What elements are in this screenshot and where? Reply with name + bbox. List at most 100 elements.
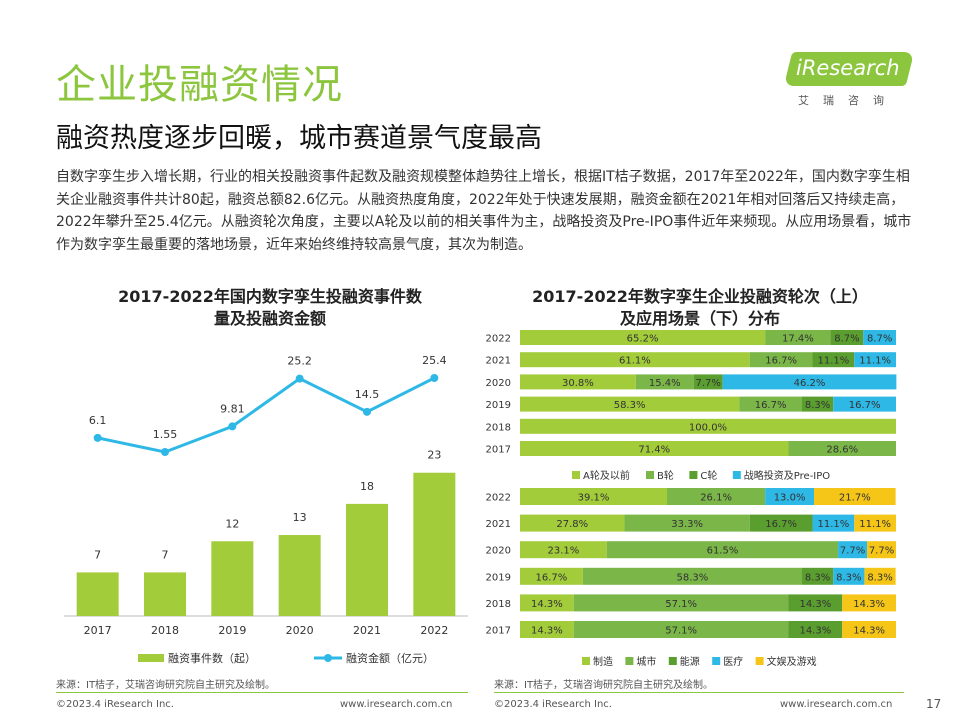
scenes-row-label-2018: 2018 (486, 599, 511, 610)
scenes-legend-swatch-4 (755, 657, 764, 665)
left-chart-title: 2017-2022年国内数字孪生投融资事件数 量及投融资金额 (70, 286, 470, 330)
scenes-seg-label-2019-2: 8.3% (805, 572, 830, 583)
bar-events-2019 (211, 541, 254, 616)
rounds-seg-2021-1 (749, 352, 813, 368)
scenes-seg-2017-4 (842, 621, 896, 638)
rounds-seg-2022-0 (520, 330, 766, 345)
scenes-row-label-2022: 2022 (486, 493, 511, 504)
rounds-seg-2019-1 (739, 396, 802, 412)
scenes-legend-label-2: 能源 (680, 655, 700, 668)
scenes-seg-label-2021-4: 11.1% (859, 519, 891, 530)
right-chart-title-line1: 2017-2022年数字孪生企业投融资轮次（上） (532, 287, 868, 306)
rounds-seg-label-2021-2: 11.1% (818, 356, 850, 367)
scenes-seg-2020-3 (838, 541, 868, 559)
point-label-2022: 25.4 (422, 354, 447, 367)
rounds-seg-label-2019-1: 16.7% (755, 400, 787, 411)
bar-events-2017 (76, 572, 119, 616)
footer-copyright-left: ©2023.4 iResearch Inc. (56, 699, 174, 710)
logo-subtext: 艾瑞咨询 (798, 94, 898, 107)
x-tick-2022: 2022 (420, 624, 448, 637)
scenes-seg-2018-2 (788, 594, 843, 612)
rounds-seg-2019-2 (802, 396, 834, 412)
footer-rule-right (494, 692, 904, 693)
rounds-seg-label-2020-0: 30.8% (562, 378, 594, 389)
rounds-row-label-2018: 2018 (486, 422, 511, 433)
rounds-seg-label-2019-2: 8.3% (805, 400, 830, 411)
bar-events-2022 (413, 472, 456, 616)
legend-label-amount: 融资金额（亿元） (346, 651, 434, 665)
rounds-seg-2022-3 (863, 330, 896, 345)
right-chart-source: 来源：IT桔子，艾瑞咨询研究院自主研究及绘制。 (494, 680, 714, 691)
scenes-seg-2019-3 (833, 567, 865, 585)
scenes-seg-2021-4 (854, 514, 896, 532)
legend-label-events: 融资事件数（起） (168, 652, 256, 665)
bar-label-2019: 12 (225, 517, 239, 530)
point-amount-2022 (430, 374, 439, 382)
scenes-seg-label-2019-4: 8.3% (867, 572, 892, 583)
rounds-seg-2018-0 (520, 418, 896, 434)
scenes-legend-swatch-0 (582, 657, 590, 665)
scenes-legend-swatch-3 (712, 657, 721, 665)
scenes-seg-label-2021-0: 27.8% (556, 519, 588, 530)
scenes-seg-label-2017-1: 57.1% (665, 626, 697, 637)
left-chart-title-line2: 量及投融资金额 (213, 309, 326, 328)
scenes-row-label-2019: 2019 (486, 572, 511, 583)
scenes-seg-label-2017-0: 14.3% (531, 626, 563, 637)
scenes-seg-label-2020-0: 23.1% (548, 546, 580, 557)
rounds-legend-label-1: B轮 (657, 469, 674, 482)
rounds-legend-swatch-3 (732, 471, 741, 479)
scenes-seg-2017-0 (520, 621, 574, 638)
logo-text: iResearch (796, 56, 900, 80)
scenes-seg-label-2019-3: 8.3% (836, 572, 861, 583)
rounds-seg-2021-0 (520, 352, 750, 368)
rounds-row-label-2020: 2020 (486, 378, 511, 389)
scenes-seg-2022-4 (814, 488, 896, 505)
x-tick-2018: 2018 (151, 624, 179, 637)
point-amount-2017 (93, 433, 102, 442)
rounds-seg-label-2022-2: 8.7% (834, 334, 859, 345)
rounds-seg-2020-1 (635, 374, 694, 390)
scenes-legend-label-0: 制造 (593, 655, 613, 668)
scenes-row-label-2020: 2020 (486, 546, 511, 557)
x-tick-2019: 2019 (218, 624, 246, 637)
rounds-seg-2020-3 (722, 374, 897, 390)
rounds-row-label-2021: 2021 (486, 356, 511, 367)
scenes-seg-2019-0 (520, 567, 583, 585)
scenes-legend-label-4: 文娱及游戏 (767, 655, 817, 668)
rounds-seg-label-2017-0: 71.4% (638, 445, 670, 456)
x-tick-2021: 2021 (353, 624, 381, 637)
scenes-seg-2017-1 (573, 621, 789, 638)
rounds-seg-2022-1 (765, 330, 831, 345)
scenes-seg-2022-0 (520, 488, 668, 505)
rounds-stacked-chart: 2022 65.2% 17.4% 8.7% 8.7% 2021 61.1% 16.7% 11.1… (486, 330, 897, 482)
rounds-seg-label-2021-3: 11.1% (859, 356, 891, 367)
rounds-seg-label-2019-0: 58.3% (614, 400, 646, 411)
page-title: 企业投融资情况 (56, 62, 343, 108)
rounds-seg-label-2022-1: 17.4% (782, 334, 814, 345)
scenes-seg-2018-4 (842, 594, 896, 612)
rounds-seg-2021-3 (854, 352, 896, 368)
bar-events-2021 (346, 503, 388, 616)
x-tick-2017: 2017 (84, 624, 112, 637)
bar-events-2018 (144, 572, 186, 616)
rounds-legend-label-0: A轮及以前 (583, 469, 630, 482)
scenes-seg-label-2021-3: 11.1% (818, 519, 850, 530)
point-amount-2019 (228, 422, 237, 431)
x-tick-2020: 2020 (286, 624, 314, 637)
scenes-seg-label-2018-4: 14.3% (853, 599, 885, 610)
scenes-seg-2021-1 (624, 514, 750, 532)
bar-label-2021: 18 (360, 480, 374, 493)
scenes-seg-2020-1 (606, 541, 839, 559)
rounds-row-label-2017: 2017 (486, 445, 511, 456)
point-label-2019: 9.81 (220, 402, 245, 415)
scenes-seg-label-2021-2: 16.7% (765, 519, 797, 530)
scenes-seg-label-2020-1: 61.5% (707, 546, 739, 557)
rounds-seg-label-2019-3: 16.7% (849, 400, 881, 411)
scenes-seg-label-2021-1: 33.3% (671, 519, 703, 530)
scenes-stacked-chart: 2022 39.1% 26.1% 13.0% 21.7% 2021 27.8% 33.3% 16… (486, 488, 896, 668)
legend-marker-amount (324, 654, 332, 662)
scenes-seg-2019-2 (802, 567, 834, 585)
intro-paragraph: 自数字孪生步入增长期，行业的相关投融资事件起数及融资规模整体趋势往上增长，根据I… (56, 169, 912, 253)
scenes-seg-2021-0 (520, 514, 625, 532)
footer-copyright-right: ©2023.4 iResearch Inc. (494, 699, 612, 710)
